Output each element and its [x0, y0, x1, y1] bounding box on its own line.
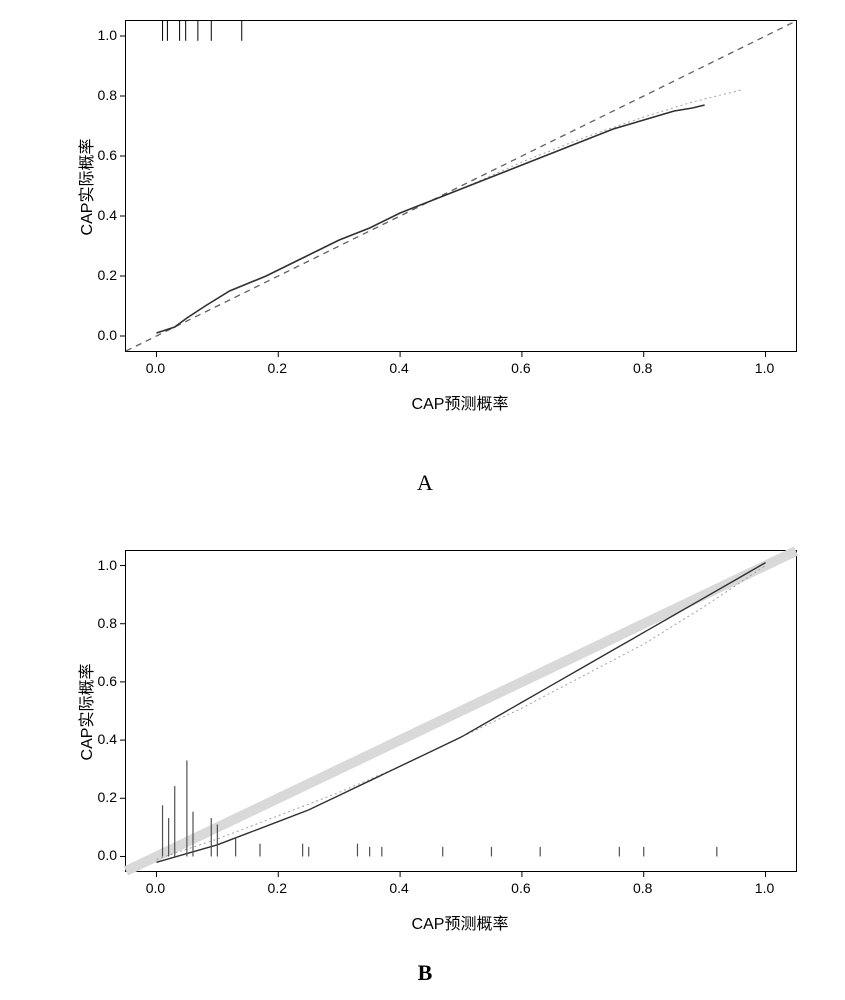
x-tick-label: 0.8	[628, 880, 658, 896]
x-tick-label: 0.0	[140, 880, 170, 896]
x-tick-label: 0.2	[262, 360, 292, 376]
y-tick-label: 0.0	[87, 327, 117, 343]
panel-letter-a: A	[410, 470, 440, 496]
x-tick-label: 0.8	[628, 360, 658, 376]
y-tick-label: 1.0	[87, 27, 117, 43]
y-tick-label: 0.2	[87, 789, 117, 805]
x-tick-label: 1.0	[750, 880, 780, 896]
chart-svg-a	[126, 21, 796, 351]
y-tick-label: 0.8	[87, 87, 117, 103]
plot-frame-a	[125, 20, 797, 352]
x-tick-label: 0.4	[384, 880, 414, 896]
y-axis-label-b: CAP实际概率	[73, 652, 97, 772]
panel-letter-b: B	[410, 960, 440, 986]
y-tick-label: 0.6	[87, 673, 117, 689]
panel-b: CAP实际概率 CAP预测概率 0.0 0.2 0.4 0.6 0.8 1.0 0.0 0.…	[60, 540, 820, 960]
plot-frame-b	[125, 550, 797, 872]
y-tick-label: 0.2	[87, 267, 117, 283]
x-tick-label: 0.0	[140, 360, 170, 376]
x-axis-label-a: CAP预测概率	[370, 390, 550, 414]
y-axis-label-a: CAP实际概率	[73, 127, 97, 247]
figure-container: CAP实际概率 CAP预测概率 0.0 0.2 0.4 0.6 0.8 1.0 0.0 0.…	[0, 0, 845, 1000]
x-tick-label: 0.2	[262, 880, 292, 896]
y-tick-label: 1.0	[87, 557, 117, 573]
chart-svg-b	[126, 551, 796, 871]
y-tick-label: 0.0	[87, 847, 117, 863]
x-tick-label: 1.0	[750, 360, 780, 376]
y-tick-label: 0.6	[87, 147, 117, 163]
y-tick-label: 0.4	[87, 207, 117, 223]
x-axis-label-b: CAP预测概率	[370, 910, 550, 934]
y-tick-label: 0.4	[87, 731, 117, 747]
panel-a: CAP实际概率 CAP预测概率 0.0 0.2 0.4 0.6 0.8 1.0 0.0 0.…	[60, 10, 820, 440]
x-tick-label: 0.6	[506, 360, 536, 376]
x-tick-label: 0.6	[506, 880, 536, 896]
x-tick-label: 0.4	[384, 360, 414, 376]
y-tick-label: 0.8	[87, 615, 117, 631]
